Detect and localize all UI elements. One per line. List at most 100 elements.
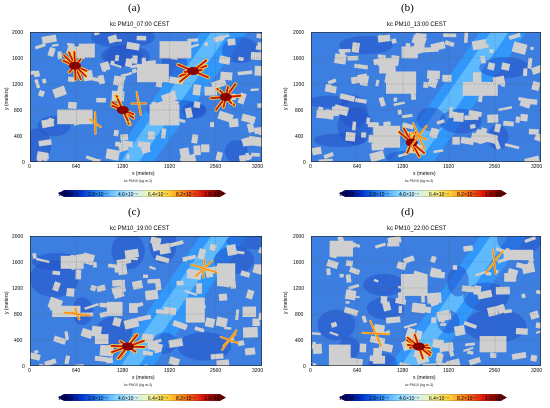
building-block xyxy=(397,362,411,366)
x-tick-label: 0 xyxy=(28,164,31,170)
colorbar-tick: 1.0×10⁻⁶ xyxy=(485,192,506,198)
building-block xyxy=(245,289,255,300)
building-block xyxy=(93,261,97,268)
building-block xyxy=(197,248,207,260)
building-block xyxy=(483,132,499,145)
building-block xyxy=(504,273,517,282)
building-block xyxy=(32,252,37,260)
building-block xyxy=(436,119,445,125)
heatmap-plot xyxy=(311,32,541,162)
building-block xyxy=(493,123,502,133)
building-block xyxy=(503,309,512,314)
building-block xyxy=(124,248,140,259)
building-block xyxy=(472,72,482,84)
x-axis-label: x (meters) xyxy=(413,375,436,381)
colorbar xyxy=(339,184,507,198)
building-block xyxy=(91,325,103,338)
building-block xyxy=(182,256,188,262)
building-block xyxy=(41,118,55,129)
building-block xyxy=(377,54,386,59)
colorbar-title: kc PM10 (kg m-3) xyxy=(405,179,434,183)
colorbar-tick: 2.8×10⁻⁷ xyxy=(88,192,108,198)
building-block xyxy=(436,309,452,323)
y-tick-label: 1600 xyxy=(12,56,24,62)
building-block xyxy=(131,68,138,74)
building-block xyxy=(215,151,223,162)
building-block xyxy=(186,268,202,280)
building-block xyxy=(159,41,192,59)
building-block xyxy=(396,261,407,271)
building-block xyxy=(105,357,114,364)
building-block xyxy=(487,114,499,123)
x-axis-label: x (meters) xyxy=(132,375,155,381)
building-block xyxy=(440,323,447,326)
building-block xyxy=(387,236,402,245)
x-tick-label: 3200 xyxy=(531,368,543,374)
building-block xyxy=(348,294,360,299)
building-block xyxy=(444,40,455,48)
y-axis-label: y (meters) xyxy=(283,291,289,315)
building-block xyxy=(504,143,520,150)
building-block xyxy=(99,61,111,72)
x-tick-label: 1920 xyxy=(443,164,455,170)
building-block xyxy=(57,51,62,60)
hotspot xyxy=(68,61,81,70)
y-tick-label: 1200 xyxy=(12,286,24,292)
building-block xyxy=(245,152,251,161)
building-block xyxy=(209,243,217,252)
building-block xyxy=(237,70,253,76)
building-block xyxy=(75,269,82,280)
colorbar-tick: 4.6×10⁻⁷ xyxy=(118,192,138,198)
building-block xyxy=(438,352,442,363)
building-block xyxy=(30,70,37,75)
building-block xyxy=(503,120,514,127)
colorbar-tick: 1.0×10⁻⁶ xyxy=(485,396,506,402)
colorbar-tick: 4.6×10⁻⁷ xyxy=(399,396,419,402)
building-block xyxy=(124,58,133,68)
building-block xyxy=(222,34,230,39)
building-block xyxy=(151,239,162,252)
building-block xyxy=(311,146,322,156)
x-tick-label: 0 xyxy=(309,368,312,374)
building-block xyxy=(430,255,437,264)
building-block xyxy=(242,306,257,317)
building-block xyxy=(34,350,39,354)
x-tick-label: 640 xyxy=(353,164,362,170)
building-block xyxy=(66,287,75,297)
y-tick-label: 400 xyxy=(295,134,304,140)
panel-d: (d) kc PM10_22:00 CEST 2000 1600 1200 80… xyxy=(275,204,550,408)
colorbar-tick: 1.0×10⁻⁹ xyxy=(339,396,360,402)
x-tick-label: 0 xyxy=(309,164,312,170)
high-concentration-street-core xyxy=(190,263,218,274)
building-block xyxy=(120,73,126,81)
building-block xyxy=(99,344,114,357)
building-block xyxy=(111,279,122,287)
building-block xyxy=(361,315,368,324)
y-tick-label: 800 xyxy=(14,312,23,318)
panel-label: (a) xyxy=(128,2,141,14)
y-tick-label: 400 xyxy=(295,338,304,344)
building-block xyxy=(430,41,446,52)
building-block xyxy=(67,76,75,83)
heatmap-plot xyxy=(311,236,541,366)
building-block xyxy=(94,355,108,363)
building-block xyxy=(216,359,230,366)
building-block xyxy=(453,324,466,337)
building-block xyxy=(34,43,46,50)
building-block xyxy=(256,33,262,39)
building-block xyxy=(463,32,469,43)
colorbar-high-arrow xyxy=(220,394,226,401)
building-block xyxy=(479,336,507,353)
colorbar-tick: 2.8×10⁻⁷ xyxy=(88,396,108,402)
building-block xyxy=(120,133,129,141)
building-block xyxy=(250,88,259,92)
building-block xyxy=(327,78,337,85)
building-block xyxy=(84,303,99,310)
building-block xyxy=(511,41,528,55)
building-block xyxy=(527,57,533,69)
building-block xyxy=(382,301,392,312)
building-block xyxy=(137,141,151,149)
heatmap-plot xyxy=(30,32,262,162)
building-block xyxy=(432,338,445,349)
building-block xyxy=(80,327,94,339)
